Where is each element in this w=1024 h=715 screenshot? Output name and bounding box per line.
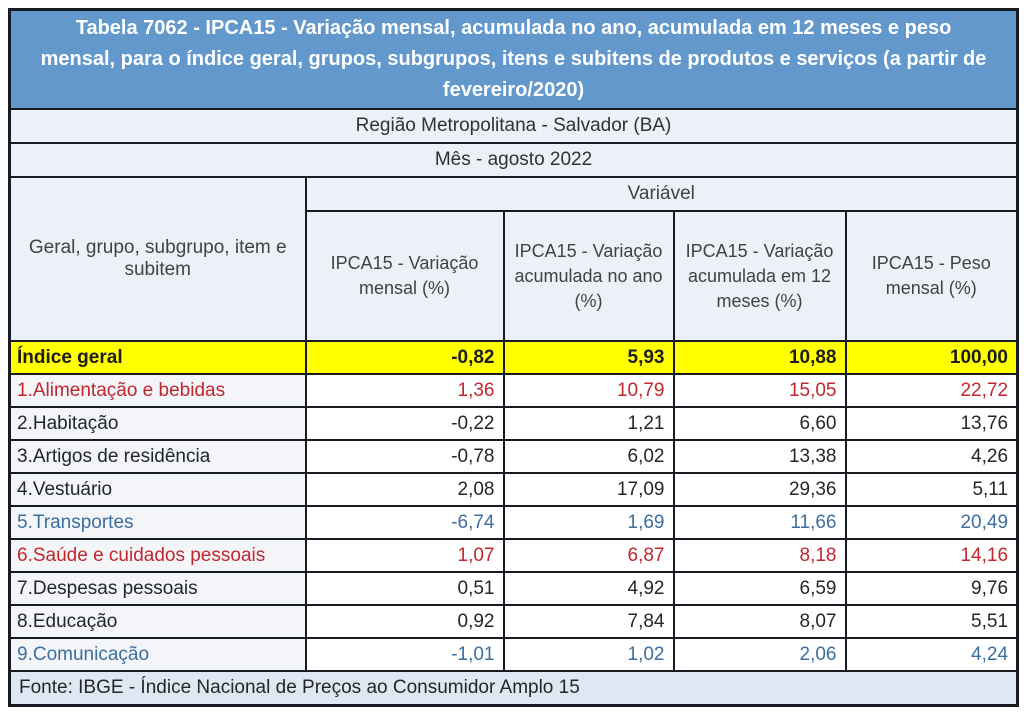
region-row: Região Metropolitana - Salvador (BA) xyxy=(8,108,1019,144)
cell-value: 4,24 xyxy=(844,637,1019,672)
column-header-12m-variation: IPCA15 - Variação acumulada em 12 meses … xyxy=(672,210,847,342)
month-row: Mês - agosto 2022 xyxy=(8,142,1019,178)
variable-group-row: Geral, grupo, subgrupo, item e subitem V… xyxy=(8,176,1019,342)
cell-value: 8,07 xyxy=(672,604,847,639)
row-label: 5.Transportes xyxy=(8,505,307,540)
cell-value: 22,72 xyxy=(844,373,1019,408)
row-label: 3.Artigos de residência xyxy=(8,439,307,474)
cell-value: 6,02 xyxy=(502,439,675,474)
variable-group-header: Variável xyxy=(304,176,1019,212)
column-header-ytd-variation: IPCA15 - Variação acumulada no ano (%) xyxy=(502,210,675,342)
cell-value: 13,76 xyxy=(844,406,1019,441)
row-label: 7.Despesas pessoais xyxy=(8,571,307,606)
table-row-transportes: 5.Transportes -6,74 1,69 11,66 20,49 xyxy=(8,505,1019,540)
column-header-monthly-variation: IPCA15 - Variação mensal (%) xyxy=(304,210,505,342)
cell-value: 11,66 xyxy=(672,505,847,540)
table-row-indice-geral: Índice geral -0,82 5,93 10,88 100,00 xyxy=(8,340,1019,375)
cell-value: 5,11 xyxy=(844,472,1019,507)
cell-value: 15,05 xyxy=(672,373,847,408)
cell-value: 6,59 xyxy=(672,571,847,606)
cell-value: -6,74 xyxy=(304,505,505,540)
row-label: 2.Habitação xyxy=(8,406,307,441)
cell-value: 10,88 xyxy=(672,340,847,375)
row-label: 9.Comunicação xyxy=(8,637,307,672)
source-row: Fonte: IBGE - Índice Nacional de Preços … xyxy=(8,670,1019,706)
cell-value: 9,76 xyxy=(844,571,1019,606)
cell-value: 2,08 xyxy=(304,472,505,507)
cell-value: 14,16 xyxy=(844,538,1019,573)
region-subtitle: Região Metropolitana - Salvador (BA) xyxy=(8,108,1019,144)
cell-value: 0,51 xyxy=(304,571,505,606)
row-label: 6.Saúde e cuidados pessoais xyxy=(8,538,307,573)
cell-value: 6,87 xyxy=(502,538,675,573)
table-row-despesas-pessoais: 7.Despesas pessoais 0,51 4,92 6,59 9,76 xyxy=(8,571,1019,606)
cell-value: 2,06 xyxy=(672,637,847,672)
cell-value: 10,79 xyxy=(502,373,675,408)
cell-value: -1,01 xyxy=(304,637,505,672)
row-label: 4.Vestuário xyxy=(8,472,307,507)
table-row-habitacao: 2.Habitação -0,22 1,21 6,60 13,76 xyxy=(8,406,1019,441)
cell-value: 7,84 xyxy=(502,604,675,639)
cell-value: 17,09 xyxy=(502,472,675,507)
cell-value: -0,78 xyxy=(304,439,505,474)
cell-value: 1,07 xyxy=(304,538,505,573)
table-title: Tabela 7062 - IPCA15 - Variação mensal, … xyxy=(8,8,1019,110)
cell-value: 1,02 xyxy=(502,637,675,672)
table-row-artigos-residencia: 3.Artigos de residência -0,78 6,02 13,38… xyxy=(8,439,1019,474)
table-row-saude: 6.Saúde e cuidados pessoais 1,07 6,87 8,… xyxy=(8,538,1019,573)
table-row-alimentacao: 1.Alimentação e bebidas 1,36 10,79 15,05… xyxy=(8,373,1019,408)
title-row: Tabela 7062 - IPCA15 - Variação mensal, … xyxy=(8,8,1019,110)
table-row-vestuario: 4.Vestuário 2,08 17,09 29,36 5,11 xyxy=(8,472,1019,507)
ipca15-table: Tabela 7062 - IPCA15 - Variação mensal, … xyxy=(8,8,1020,707)
cell-value: -0,22 xyxy=(304,406,505,441)
cell-value: 1,21 xyxy=(502,406,675,441)
row-dimension-header: Geral, grupo, subgrupo, item e subitem xyxy=(8,176,307,342)
cell-value: 1,36 xyxy=(304,373,505,408)
cell-value: 6,60 xyxy=(672,406,847,441)
column-headers-row: IPCA15 - Variação mensal (%) IPCA15 - Va… xyxy=(10,210,1019,342)
month-subtitle: Mês - agosto 2022 xyxy=(8,142,1019,178)
source-note: Fonte: IBGE - Índice Nacional de Preços … xyxy=(8,670,1019,706)
cell-value: 1,69 xyxy=(502,505,675,540)
table-row-educacao: 8.Educação 0,92 7,84 8,07 5,51 xyxy=(8,604,1019,639)
row-label: 1.Alimentação e bebidas xyxy=(8,373,307,408)
cell-value: 4,92 xyxy=(502,571,675,606)
cell-value: 20,49 xyxy=(844,505,1019,540)
cell-value: 4,26 xyxy=(844,439,1019,474)
cell-value: 0,92 xyxy=(304,604,505,639)
cell-value: 5,93 xyxy=(502,340,675,375)
table-row-comunicacao: 9.Comunicação -1,01 1,02 2,06 4,24 xyxy=(8,637,1019,672)
row-label: 8.Educação xyxy=(8,604,307,639)
cell-value: 8,18 xyxy=(672,538,847,573)
column-header-monthly-weight: IPCA15 - Peso mensal (%) xyxy=(844,210,1019,342)
cell-value: 100,00 xyxy=(844,340,1019,375)
cell-value: 29,36 xyxy=(672,472,847,507)
cell-value: -0,82 xyxy=(304,340,505,375)
cell-value: 13,38 xyxy=(672,439,847,474)
row-label: Índice geral xyxy=(8,340,307,375)
cell-value: 5,51 xyxy=(844,604,1019,639)
